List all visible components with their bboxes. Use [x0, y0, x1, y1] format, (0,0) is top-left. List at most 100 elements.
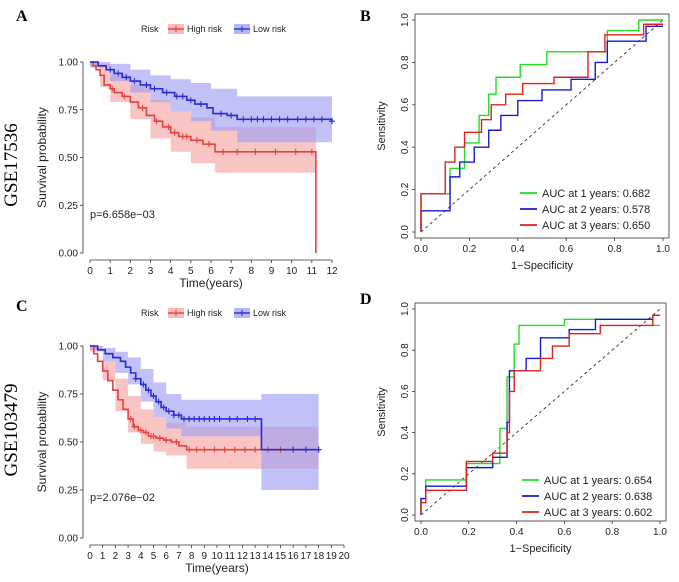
plot-frame [414, 302, 667, 522]
x-tick-label: 6 [163, 551, 169, 562]
low-risk-censor-mark [234, 415, 241, 422]
x-tick-label: 9 [269, 266, 275, 277]
x-tick-label: 14 [262, 551, 274, 562]
auc-3-year-legend-label: AUC at 3 years: 0.602 [544, 507, 652, 519]
high-risk-censor-mark [173, 439, 180, 445]
x-tick-label: 0.0 [414, 244, 428, 255]
auc-3-year-legend-label: AUC at 3 years: 0.650 [542, 220, 650, 232]
roc-plot-gse103479: 0.0 0.2 0.4 0.6 0.8 1.0 0.0 0.2 0.4 0.6 0.8 1.0 1−Sp… [376, 302, 667, 555]
high-risk-censor-mark [131, 423, 138, 430]
panel-letter-d: D [360, 291, 372, 308]
y-tick-label: 0.75 [59, 105, 79, 116]
x-tick-label: 12 [237, 551, 249, 562]
low-risk-censor-mark [165, 408, 172, 415]
high-risk-censor-mark [292, 148, 299, 155]
high-risk-censor-mark [252, 148, 259, 155]
high-risk-legend-censor [173, 26, 179, 32]
low-risk-censor-mark [115, 70, 122, 77]
high-risk-censor-mark [308, 148, 315, 155]
low-risk-censor-mark [143, 81, 150, 88]
x-tick-label: 1 [100, 551, 106, 562]
x-tick-label: 4 [138, 551, 144, 562]
low-risk-censor-mark [197, 101, 204, 108]
high-risk-censor-mark [241, 446, 248, 453]
x-tick-label: 13 [250, 551, 262, 562]
auc-3-year-roc-curve [420, 314, 660, 515]
low-risk-censor-mark [201, 415, 208, 422]
auc-2-year-roc-curve [420, 314, 660, 515]
x-tick-label: 18 [313, 551, 325, 562]
x-tick-label: 0 [87, 266, 93, 277]
x-tick-label: 16 [288, 551, 300, 562]
x-axis-title: Time(years) [185, 561, 249, 575]
x-tick-label: 2 [113, 551, 119, 562]
x-tick-label: 10 [286, 266, 298, 277]
high-risk-censor-mark [272, 148, 279, 155]
low-risk-censor-mark [107, 66, 114, 73]
low-risk-censor-mark [252, 415, 259, 422]
high-risk-censor-mark [142, 429, 149, 436]
low-risk-censor-mark [240, 116, 247, 123]
low-risk-censor-mark [155, 398, 162, 405]
x-tick-label: 11 [307, 266, 318, 277]
low-risk-censor-mark [132, 375, 139, 382]
plot-frame [414, 13, 670, 239]
y-tick-label: 1.00 [59, 342, 79, 353]
y-axis-title: Sensitivity [376, 387, 388, 437]
high-risk-censor-mark [193, 446, 200, 453]
y-tick-label: 0.25 [59, 486, 79, 497]
y-tick-label: 1.0 [400, 13, 411, 27]
x-tick-label: 0.4 [510, 527, 524, 538]
p-value-label: p=6.658e−03 [90, 209, 155, 221]
y-tick-label: 0.6 [400, 384, 411, 398]
auc-2-year-roc-curve [420, 25, 663, 232]
x-tick-label: 0 [87, 551, 93, 562]
auc-1-year-legend-label: AUC at 1 years: 0.654 [544, 475, 652, 487]
x-tick-label: 0.6 [557, 527, 571, 538]
low-risk-censor-mark [228, 112, 235, 119]
high-risk-censor-mark [171, 129, 178, 136]
y-tick-label: 0.2 [400, 466, 411, 480]
y-tick-label: 0.75 [59, 390, 79, 401]
row-label-gse17536: GSE17536 [1, 123, 22, 206]
low-risk-censor-mark [276, 116, 283, 123]
panel-letter-a: A [16, 8, 28, 25]
low-risk-censor-mark [290, 446, 297, 453]
high-risk-censor-mark [205, 141, 212, 148]
y-tick-label: 0.25 [59, 201, 79, 212]
high-risk-censor-mark [153, 118, 160, 125]
low-risk-censor-mark [170, 412, 177, 419]
y-tick-label: 1.00 [59, 58, 79, 69]
x-tick-label: 17 [300, 551, 312, 562]
y-axis-title: Survival probability [35, 392, 49, 493]
auc-3-year-roc-curve [420, 23, 663, 232]
x-tick-label: 0.2 [462, 244, 476, 255]
x-tick-label: 1 [107, 266, 113, 277]
high-risk-survival-curve [90, 345, 319, 451]
low-risk-censor-mark [310, 116, 317, 123]
x-axis-title: 1−Specificity [511, 260, 574, 272]
high-risk-censor-mark [165, 123, 172, 130]
high-risk-censor-mark [201, 446, 208, 453]
low-risk-legend-censor [239, 26, 245, 32]
x-tick-label: 3 [148, 266, 154, 277]
row-label-gse103479: GSE103479 [1, 384, 22, 477]
y-tick-label: 0.00 [59, 249, 79, 260]
y-tick-label: 0.8 [400, 55, 411, 69]
low-risk-censor-mark [206, 415, 213, 422]
x-tick-label: 8 [249, 266, 255, 277]
x-tick-label: 1.0 [656, 244, 670, 255]
p-value-label: p=2.076e−02 [90, 492, 155, 504]
high-risk-censor-mark [127, 415, 134, 422]
x-tick-label: 5 [188, 266, 194, 277]
low-risk-censor-mark [145, 387, 152, 394]
x-tick-label: 15 [275, 551, 287, 562]
y-tick-label: 0.6 [400, 97, 411, 111]
high-risk-censor-mark [211, 446, 218, 453]
low-risk-censor-mark [191, 415, 198, 422]
high-risk-censor-mark [150, 433, 157, 440]
high-risk-censor-mark [193, 137, 200, 144]
x-tick-label: 2 [128, 266, 134, 277]
reference-diagonal [420, 19, 664, 233]
low-risk-censor-mark [196, 415, 203, 422]
